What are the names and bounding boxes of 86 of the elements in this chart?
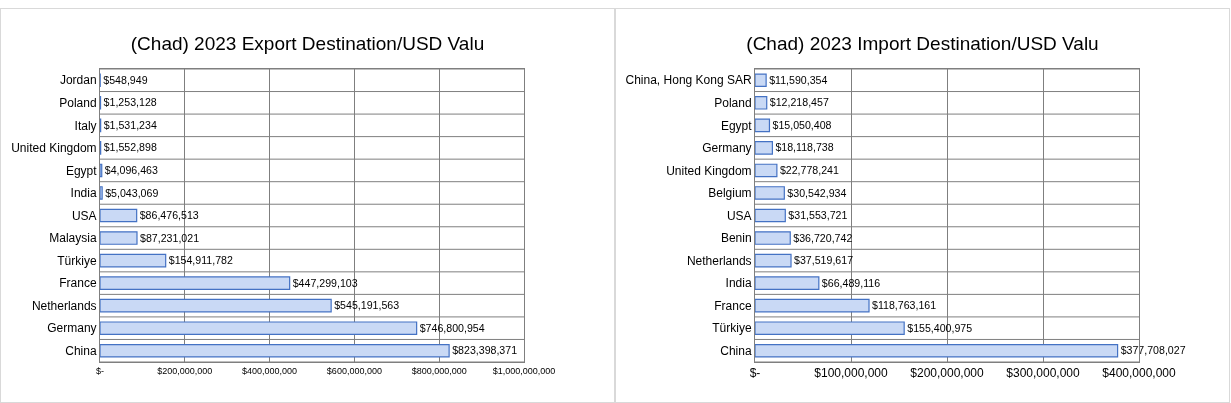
y-tick-label: China: [65, 343, 97, 358]
data-label: $18,118,738: [775, 141, 834, 154]
data-label: $87,231,021: [140, 231, 200, 244]
data-label: $545,191,563: [334, 299, 400, 312]
data-label: $11,590,354: [769, 73, 828, 86]
bar: [755, 231, 791, 245]
bar: [755, 208, 786, 223]
x-tick-label: $200,000,000: [910, 366, 985, 381]
data-label: $12,218,457: [769, 96, 829, 109]
bar: [755, 343, 1119, 358]
y-tick-label: India: [70, 186, 97, 201]
y-tick-label: United Kingdom: [11, 141, 97, 156]
data-label: $155,400,975: [907, 321, 973, 334]
y-tick-label: France: [59, 276, 97, 291]
y-tick-label: Benin: [720, 231, 752, 246]
data-label: $22,778,241: [779, 163, 839, 176]
data-label: $86,476,513: [139, 209, 199, 222]
bar: [755, 298, 870, 313]
y-tick-label: Egypt: [720, 118, 753, 133]
bar: [100, 231, 138, 245]
data-label: $66,489,116: [821, 276, 881, 289]
x-tick-label: $-: [749, 366, 761, 381]
y-tick-label: USA: [726, 208, 752, 223]
data-label: $1,531,234: [103, 118, 157, 131]
bar: [755, 118, 771, 133]
bar: [100, 298, 332, 313]
x-tick-label: $300,000,000: [1006, 366, 1081, 381]
y-tick-label: Germany: [47, 321, 97, 336]
y-tick-label: China: [720, 343, 752, 358]
data-label: $823,398,371: [452, 344, 518, 357]
bar: [755, 186, 785, 200]
data-label: $4,096,463: [104, 163, 158, 176]
x-tick-label: $600,000,000: [326, 365, 382, 376]
y-tick-label: Türkiye: [57, 253, 97, 268]
y-tick-label: USA: [71, 208, 97, 223]
y-tick-label: Italy: [74, 118, 97, 133]
data-label: $746,800,954: [419, 321, 485, 334]
data-label: $377,708,027: [1120, 344, 1186, 357]
bar: [755, 96, 768, 110]
y-tick-label: Belgium: [708, 186, 752, 201]
x-tick-label: $400,000,000: [1102, 366, 1177, 381]
y-tick-label: Egypt: [65, 163, 98, 178]
data-label: $548,949: [103, 73, 148, 86]
bar: [755, 163, 778, 178]
y-tick-label: Netherlands: [686, 253, 752, 268]
bar: [755, 141, 773, 155]
chart-title: (Chad) 2023 Export Destination/USD Valu: [130, 32, 485, 54]
y-tick-label: Jordan: [59, 73, 97, 88]
y-tick-label: Malaysia: [49, 231, 97, 246]
y-tick-label: United Kingdom: [666, 163, 752, 178]
x-tick-label: $400,000,000: [242, 365, 298, 376]
y-tick-label: Poland: [59, 96, 97, 111]
data-label: $31,553,721: [788, 209, 848, 222]
data-label: $36,720,742: [793, 231, 853, 244]
data-label: $1,552,898: [103, 141, 157, 154]
y-tick-label: Netherlands: [31, 298, 97, 313]
bar: [100, 253, 167, 268]
data-label: $447,299,103: [292, 276, 358, 289]
bar: [100, 343, 450, 358]
y-tick-label: Türkiye: [712, 321, 752, 336]
data-label: $37,519,617: [794, 254, 854, 267]
data-label: $15,050,408: [772, 118, 832, 131]
data-label: $1,253,128: [103, 96, 157, 109]
y-tick-label: Poland: [714, 96, 752, 111]
chart-title: (Chad) 2023 Import Destination/USD Valu: [746, 32, 1099, 54]
y-tick-label: China, Hong Kong SAR: [625, 73, 752, 88]
data-label: $154,911,782: [168, 254, 233, 267]
bar: [755, 321, 905, 335]
bar: [100, 276, 291, 290]
bar: [755, 253, 792, 268]
y-tick-label: Germany: [702, 141, 752, 156]
data-label: $5,043,069: [105, 186, 159, 199]
bar: [100, 321, 418, 335]
x-tick-label: $200,000,000: [157, 365, 213, 376]
bar: [100, 208, 138, 223]
y-tick-label: France: [714, 298, 752, 313]
x-tick-label: $1,000,000,000: [492, 365, 556, 376]
bar: [755, 73, 767, 88]
x-tick-label: $100,000,000: [814, 366, 889, 381]
bar: [100, 186, 103, 200]
x-tick-label: $800,000,000: [411, 365, 467, 376]
data-label: $30,542,934: [787, 186, 847, 199]
data-label: $118,763,161: [872, 299, 937, 312]
x-tick-label: $-: [95, 365, 105, 376]
bar: [755, 276, 820, 290]
y-tick-label: India: [725, 276, 752, 291]
